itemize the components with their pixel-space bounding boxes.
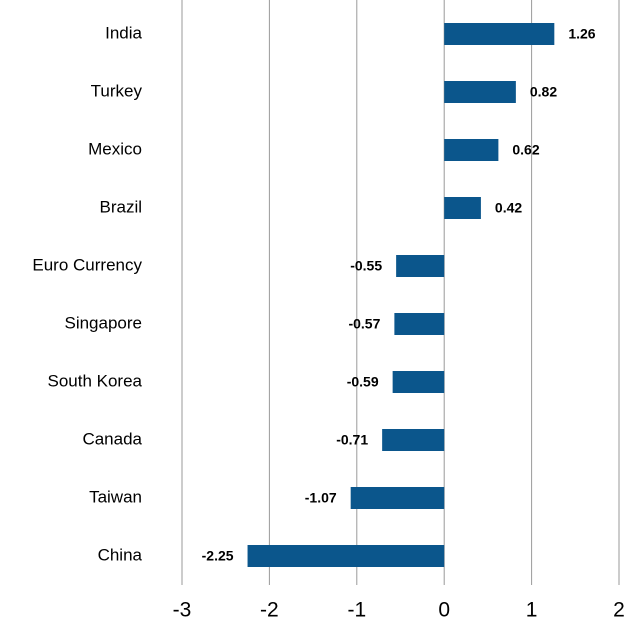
data-label: -1.07	[305, 490, 337, 506]
y-tick-label: Brazil	[99, 197, 142, 216]
bar	[392, 371, 445, 393]
bar	[444, 197, 481, 219]
y-tick-label: South Korea	[47, 371, 142, 390]
y-tick-label: India	[105, 23, 142, 42]
y-tick-label: Turkey	[91, 81, 143, 100]
data-label: -0.71	[336, 432, 368, 448]
y-tick-label: Singapore	[64, 313, 142, 332]
y-tick-label: Taiwan	[89, 487, 142, 506]
bar	[247, 545, 445, 567]
data-label: -0.55	[350, 258, 382, 274]
x-tick-label: 0	[438, 599, 450, 622]
x-tick-label: -2	[260, 599, 279, 622]
data-label: -0.57	[348, 316, 380, 332]
x-tick-label: 1	[526, 599, 538, 622]
bar	[382, 429, 445, 451]
bar	[444, 81, 516, 103]
data-label: -2.25	[202, 548, 234, 564]
y-tick-label: Euro Currency	[32, 255, 142, 274]
x-tick-label: -1	[347, 599, 366, 622]
x-tick-label: -3	[173, 599, 192, 622]
bar	[444, 23, 555, 45]
bar	[350, 487, 445, 509]
y-tick-label: China	[98, 545, 143, 564]
bar	[444, 139, 499, 161]
bar	[396, 255, 445, 277]
y-tick-label: Canada	[82, 429, 142, 448]
data-label: -0.59	[347, 374, 379, 390]
y-tick-label: Mexico	[88, 139, 142, 158]
data-label: 1.26	[568, 26, 595, 42]
data-label: 0.62	[512, 142, 539, 158]
data-label: 0.82	[530, 84, 557, 100]
bar	[394, 313, 445, 335]
data-label: 0.42	[495, 200, 522, 216]
x-tick-label: 2	[613, 599, 625, 622]
